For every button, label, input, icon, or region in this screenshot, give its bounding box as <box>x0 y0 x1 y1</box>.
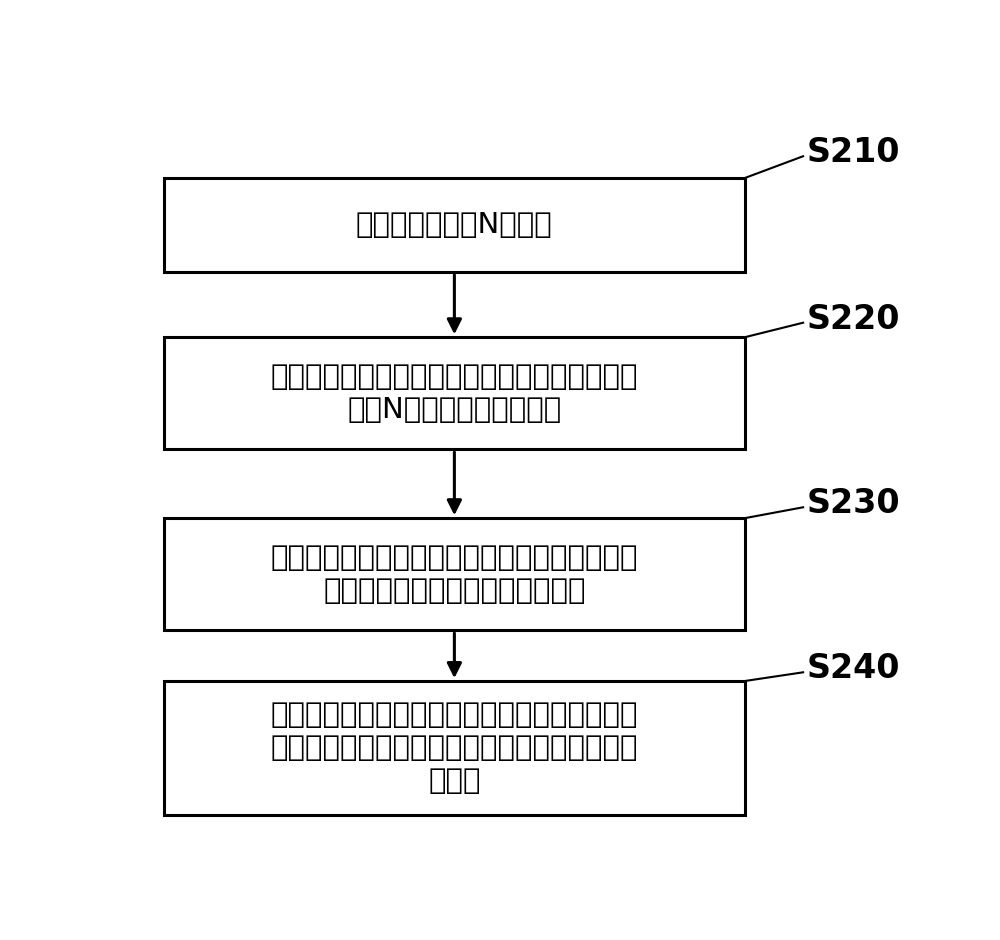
Bar <box>164 178 745 272</box>
Text: S210: S210 <box>807 136 900 169</box>
Text: 响应用户的第一选中操作，确定所述用户选中的: 响应用户的第一选中操作，确定所述用户选中的 <box>271 363 638 391</box>
Text: S230: S230 <box>807 487 901 520</box>
Bar <box>164 518 745 631</box>
Text: 所述N个对象中的第一对象: 所述N个对象中的第一对象 <box>347 396 562 424</box>
Text: 获得所述第一代码文件的代码内容: 获得所述第一代码文件的代码内容 <box>323 576 586 604</box>
Text: S240: S240 <box>807 652 900 685</box>
Bar <box>164 337 745 449</box>
Bar <box>164 681 745 815</box>
Text: S220: S220 <box>807 303 900 336</box>
Text: 标代码: 标代码 <box>428 766 481 794</box>
Text: 在第一区域展示N个对象: 在第一区域展示N个对象 <box>356 211 553 239</box>
Text: 根据预设规则，在第二区域执行编写第一目标代: 根据预设规则，在第二区域执行编写第一目标代 <box>271 701 638 729</box>
Text: 解析与所述第一对象相关联的第一代码文件，以: 解析与所述第一对象相关联的第一代码文件，以 <box>271 544 638 572</box>
Text: 码的操作，其中，所述代码内容包括所述第一目: 码的操作，其中，所述代码内容包括所述第一目 <box>271 734 638 762</box>
